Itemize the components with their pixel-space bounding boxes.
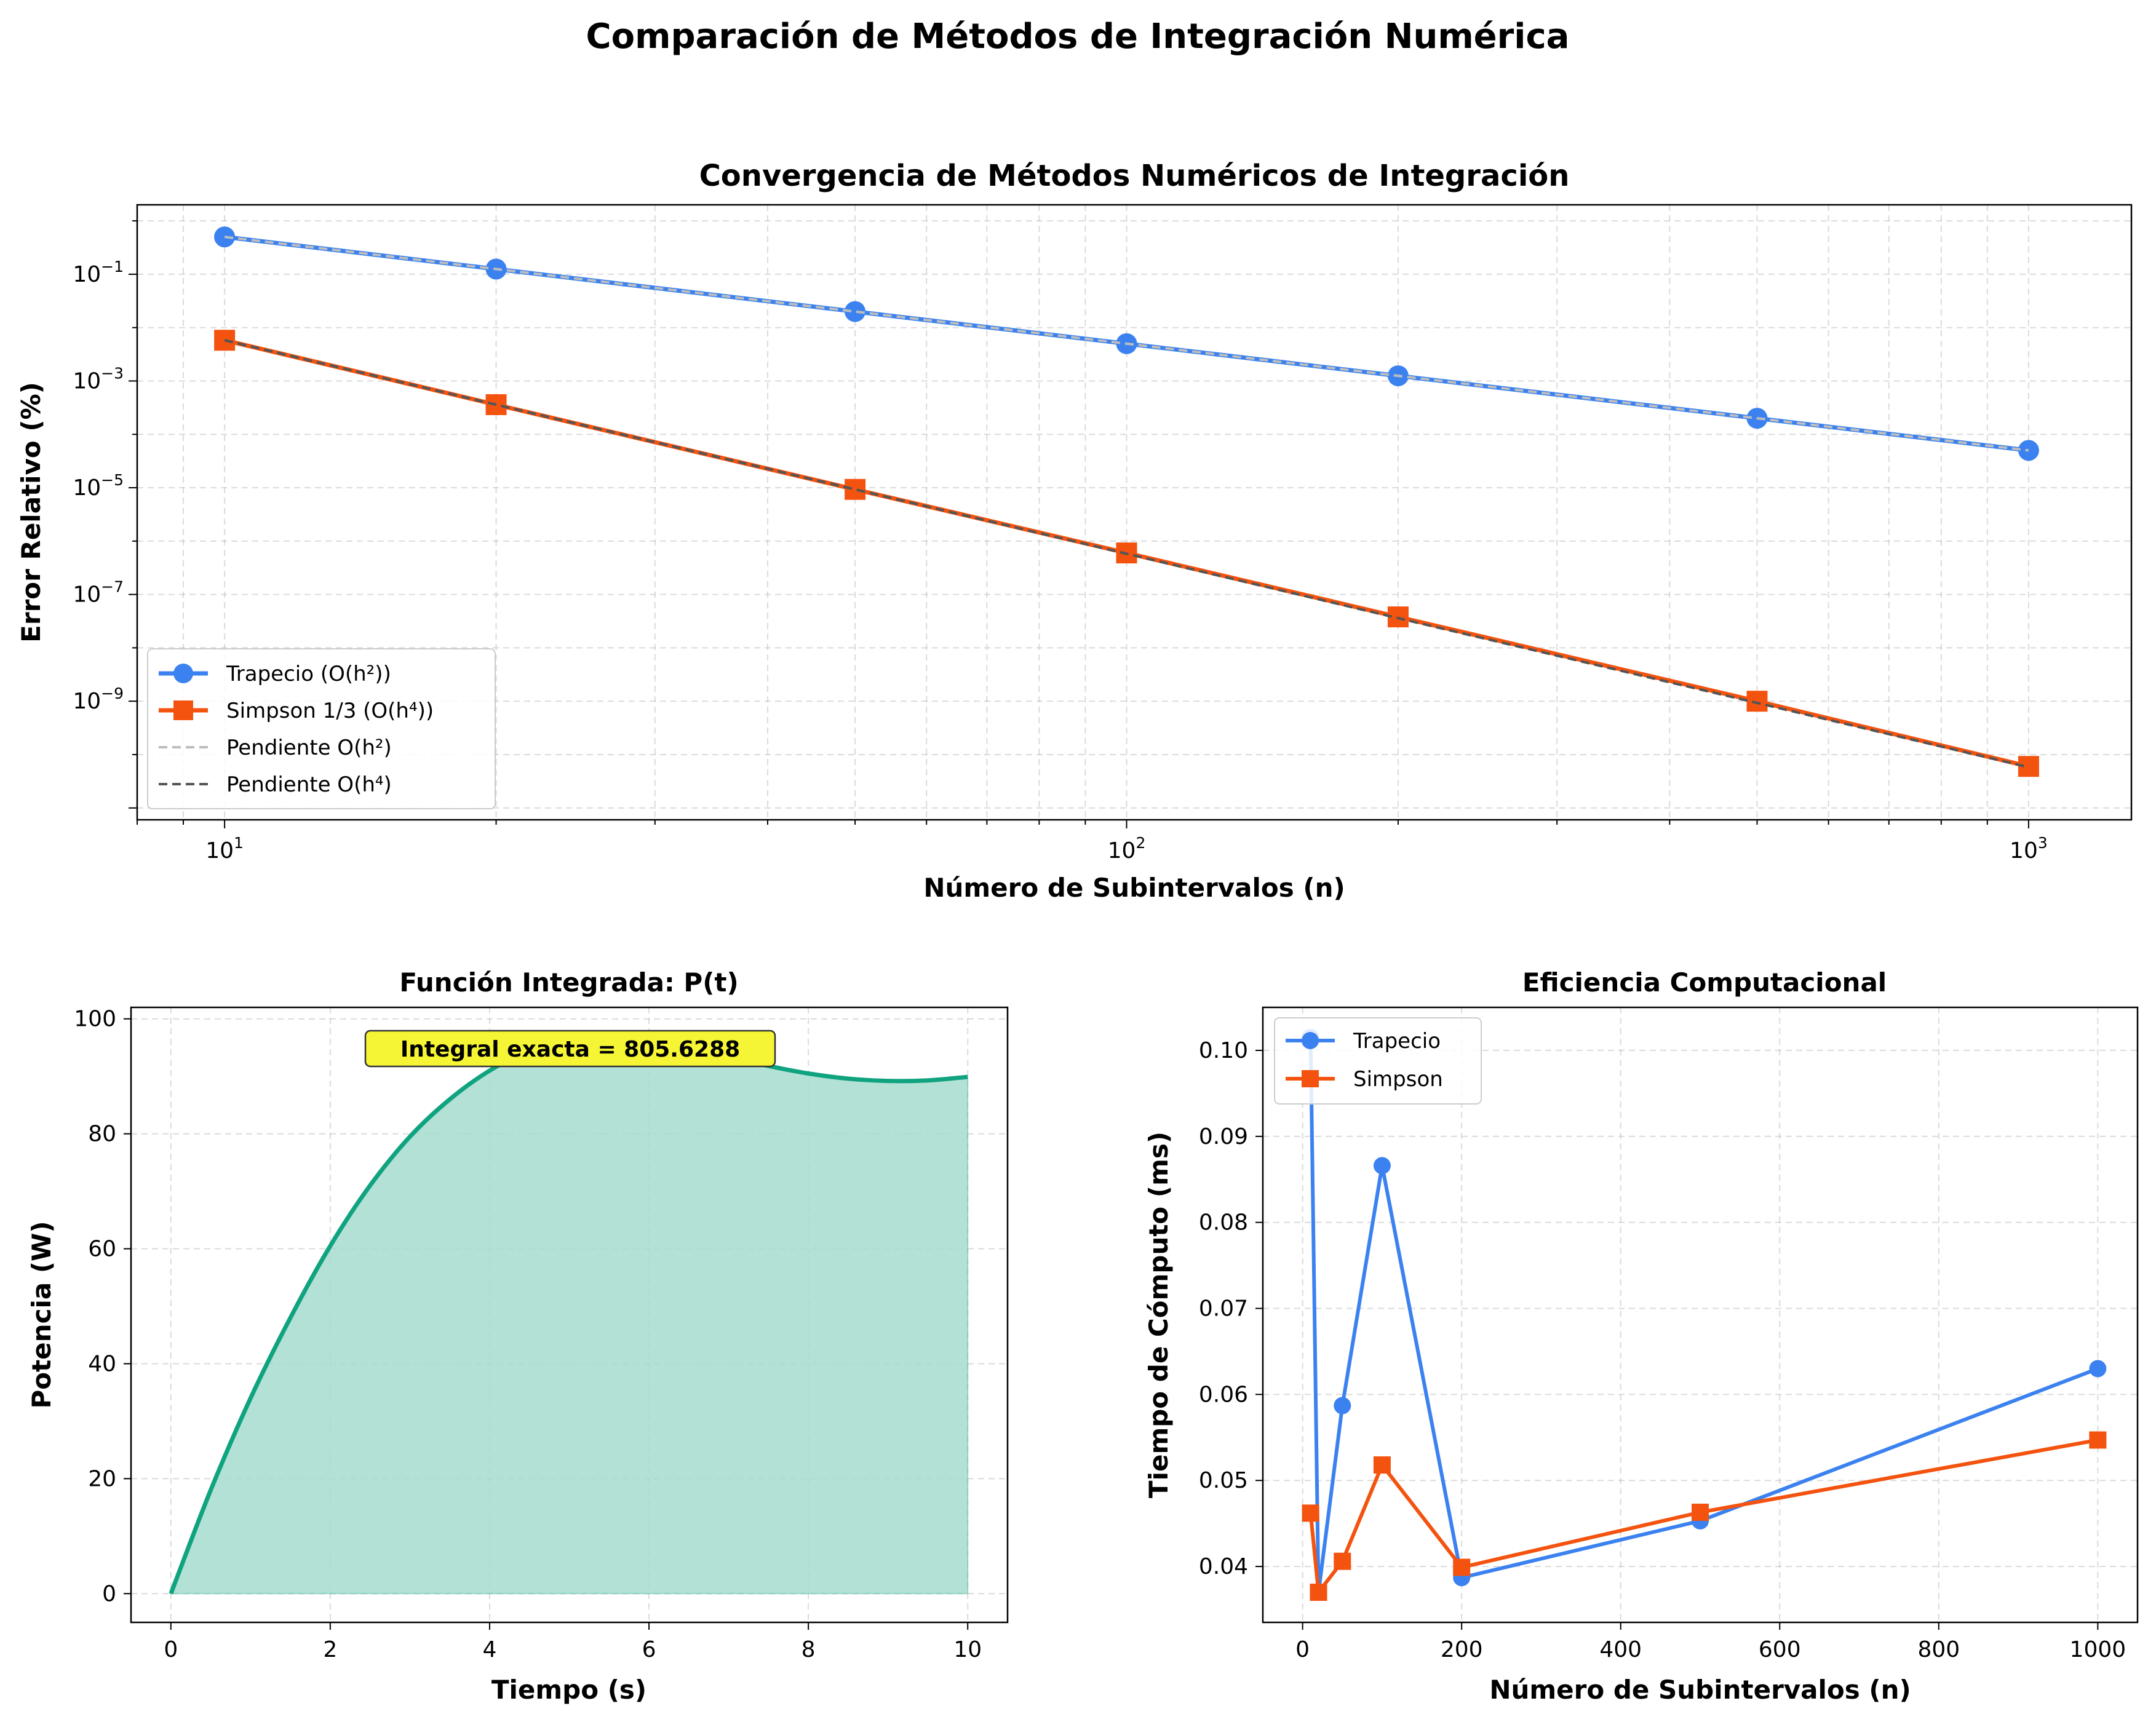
legend-label: Trapecio (O(h²)) [226,662,391,686]
convergence-ticks: 101 102 103 10−9 10−7 10−5 10−3 10−1 [73,220,2048,863]
y-tick-label: 10−3 [73,364,124,394]
y-tick-label: 0.07 [1199,1296,1248,1322]
data-point [1310,1584,1327,1601]
legend-marker [1302,1070,1319,1087]
data-point [1334,1552,1351,1570]
x-tick-label: 6 [642,1637,656,1662]
y-tick-label: 0.04 [1199,1554,1248,1579]
y-tick-label: 0.06 [1199,1382,1248,1407]
y-tick-label: 60 [88,1237,116,1262]
efficiency-axes-frame [1262,1006,2139,1624]
series-line [224,236,2029,452]
data-point [1453,1558,1471,1576]
y-tick-label: 10−7 [73,578,124,608]
function-title: Función Integrada: P(t) [399,967,738,998]
data-point [1373,1456,1391,1474]
convergence-plot-area [214,226,2039,777]
y-tick-label: 0.09 [1199,1124,1248,1149]
legend-label: Simpson 1/3 (O(h⁴)) [226,699,434,723]
x-tick-label: 101 [205,834,244,863]
data-point [845,478,866,500]
x-tick-label: 8 [802,1637,816,1662]
efficiency-xlabel: Número de Subintervalos (n) [1489,1675,1911,1705]
data-point [2089,1431,2107,1449]
convergence-xlabel: Número de Subintervalos (n) [923,873,1345,903]
y-tick-label: 10−5 [73,471,124,501]
x-tick-label: 200 [1441,1637,1483,1662]
legend-label: Simpson [1353,1067,1443,1092]
convergence-panel: Convergencia de Métodos Numéricos de Int… [16,159,2133,903]
x-tick-label: 102 [1108,834,1146,863]
x-tick-label: 400 [1599,1637,1642,1662]
y-tick-label: 0.05 [1199,1468,1248,1493]
efficiency-panel: Eficiencia Computacional 0 200 400 600 800 10… [1144,967,2139,1705]
legend-box [147,648,496,809]
legend-label: Pendiente O(h⁴) [226,772,392,797]
efficiency-ylabel: Tiempo de Cómputo (ms) [1144,1132,1174,1498]
data-point [1373,1157,1391,1175]
annotation-box [364,1030,776,1068]
data-point [1692,1503,1709,1521]
x-tick-label: 10 [953,1637,982,1662]
data-point [2018,440,2039,461]
legend-label: Pendiente O(h²) [226,736,392,760]
y-tick-label: 0 [102,1581,116,1606]
data-point [2089,1360,2107,1378]
x-tick-label: 4 [483,1637,497,1662]
figure-title: Comparación de Métodos de Integración Nu… [586,17,1570,57]
y-tick-label: 0.10 [1199,1038,1248,1063]
function-plot-area [169,1034,969,1595]
legend-marker [1302,1032,1319,1049]
x-tick-label: 600 [1759,1637,1801,1662]
annotation-text: Integral exacta = 805.6288 [400,1037,740,1062]
function-axes-frame [130,1006,1009,1624]
x-tick-label: 2 [323,1637,337,1662]
y-tick-label: 10−1 [73,258,124,287]
y-tick-label: 80 [88,1122,116,1147]
function-ylabel: Potencia (W) [26,1221,57,1408]
x-tick-label: 103 [2010,834,2048,863]
y-tick-label: 100 [74,1007,116,1032]
y-tick-label: 0.08 [1199,1210,1248,1236]
data-point [1302,1504,1319,1522]
efficiency-legend: Trapecio Simpson [1274,1017,1482,1105]
function-xlabel: Tiempo (s) [491,1675,646,1705]
legend-label: Trapecio [1353,1029,1441,1053]
convergence-title: Convergencia de Métodos Numéricos de Int… [699,159,1570,193]
data-point [845,301,866,322]
data-point [1334,1397,1351,1414]
efficiency-plot-area [1302,1028,2107,1601]
x-tick-label: 800 [1917,1637,1960,1662]
x-tick-label: 1000 [2070,1637,2126,1662]
x-tick-label: 0 [1295,1637,1310,1662]
function-panel: Función Integrada: P(t) 0 2 4 6 8 10020406080… [26,967,1009,1705]
series-line [224,339,2029,769]
convergence-legend: Trapecio (O(h²)) Simpson 1/3 (O(h⁴)) Pendi… [147,648,496,809]
legend-marker [173,664,193,683]
y-tick-label: 10−9 [73,684,124,714]
x-tick-label: 0 [164,1637,178,1662]
integral-annotation: Integral exacta = 805.6288 [364,1030,776,1068]
y-tick-label: 40 [88,1351,116,1376]
convergence-ylabel: Error Relativo (%) [16,382,46,643]
y-tick-label: 20 [88,1466,116,1491]
efficiency-title: Eficiencia Computacional [1522,967,1887,998]
data-point [1746,691,1768,712]
convergence-axes-frame [136,204,2133,821]
efficiency-ticks: 0 200 400 600 800 1000 0.04 0.05 0.06 0.07 0.08 0.0… [1199,1038,2126,1662]
legend-marker [173,700,193,720]
